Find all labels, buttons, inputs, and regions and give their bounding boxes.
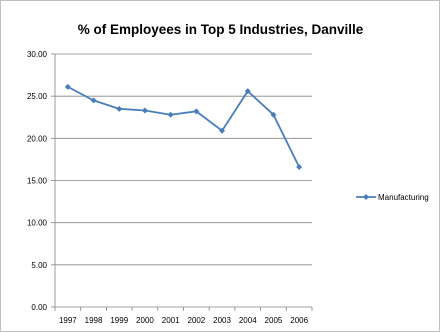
legend-label: Manufacturing [378, 193, 429, 202]
chart-title: % of Employees in Top 5 Industries, Danv… [77, 22, 364, 37]
y-tick-label: 30.00 [27, 50, 48, 59]
data-point [219, 127, 226, 134]
x-tick-label: 2000 [136, 316, 154, 325]
x-tick-label: 2005 [265, 316, 283, 325]
data-point [193, 108, 200, 115]
x-tick-label: 2003 [213, 316, 231, 325]
x-tick-label: 1999 [110, 316, 128, 325]
data-point [296, 164, 303, 171]
y-tick-label: 0.00 [31, 303, 47, 312]
data-point [64, 83, 71, 90]
series-line [67, 86, 300, 168]
axes [51, 53, 313, 311]
y-tick-label: 5.00 [31, 261, 47, 270]
x-tick-label: 2002 [187, 316, 205, 325]
y-tick-label: 25.00 [27, 92, 48, 101]
data-point [270, 111, 277, 118]
x-tick-labels: 1997 1998 1999 2000 2001 2002 2003 2004 2005 2006 [59, 316, 309, 325]
x-tick-label: 1998 [85, 316, 103, 325]
y-tick-label: 15.00 [27, 177, 48, 186]
data-point [167, 111, 174, 118]
grid-lines [55, 53, 312, 266]
data-point [141, 107, 148, 114]
y-tick-label: 20.00 [27, 134, 48, 143]
x-tick-label: 2004 [239, 316, 257, 325]
x-tick-label: 1997 [59, 316, 77, 325]
y-tick-labels: 0.00 5.00 10.00 15.00 20.00 25.00 30.00 [27, 50, 48, 312]
series-group [64, 83, 303, 171]
data-point [90, 97, 97, 104]
legend-marker [363, 194, 369, 200]
data-point [244, 88, 251, 95]
x-tick-label: 2006 [290, 316, 308, 325]
x-tick-label: 2001 [162, 316, 180, 325]
legend: Manufacturing [356, 193, 429, 202]
y-tick-label: 10.00 [27, 219, 48, 228]
data-point [116, 105, 123, 112]
